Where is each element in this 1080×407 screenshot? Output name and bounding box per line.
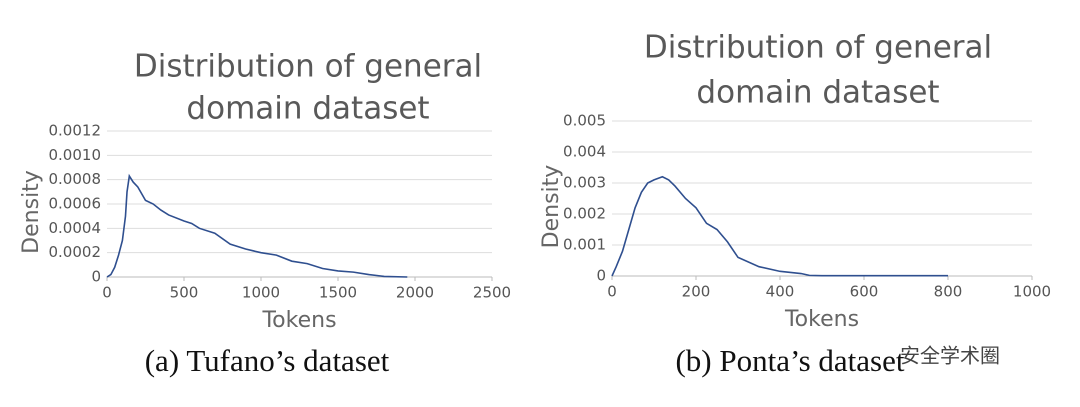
x-tick-label: 0 [102,284,112,302]
x-tick-label: 200 [682,283,711,301]
data-line [611,175,948,277]
y-tick-label: 0.0012 [49,122,102,140]
chart-title: domain dataset [696,75,939,111]
chart-title: Distribution of general [134,49,482,85]
x-tick-label: 800 [934,283,963,301]
y-tick-label: 0.0004 [49,219,102,237]
x-tick-label: 600 [850,283,879,301]
y-tick-label: 0.002 [563,205,606,223]
watermark: 安全学术圈 [900,344,1000,368]
x-tick-label: 1500 [319,284,357,302]
y-tick-label: 0.005 [563,112,606,130]
y-tick-label: 0.001 [563,236,606,254]
y-tick-label: 0.0010 [49,146,102,164]
y-tick-label: 0.0006 [49,195,102,213]
x-tick-label: 500 [170,284,199,302]
x-tick-label: 1000 [1013,283,1051,301]
x-tick-label: 0 [607,283,617,301]
y-tick-label: 0.004 [563,143,606,161]
x-tick-label: 1000 [242,284,280,302]
caption: (b) Ponta’s dataset [675,343,904,378]
y-tick-label: 0.0002 [49,243,102,261]
x-tick-label: 400 [766,283,795,301]
x-tick-label: 2000 [396,284,434,302]
x-axis-label: Tokens [261,308,336,333]
caption: (a) Tufano’s dataset [145,343,390,378]
y-axis-label: Density [19,170,44,254]
y-axis-label: Density [539,165,564,249]
chart-title: domain dataset [186,91,429,127]
x-tick-label: 2500 [473,284,511,302]
y-tick-label: 0.0008 [49,170,102,188]
y-tick-label: 0 [596,267,606,285]
chart-title: Distribution of general [644,30,992,66]
data-line [106,173,408,278]
y-tick-label: 0 [91,268,101,286]
y-tick-label: 0.003 [563,174,606,192]
x-axis-label: Tokens [784,307,859,332]
